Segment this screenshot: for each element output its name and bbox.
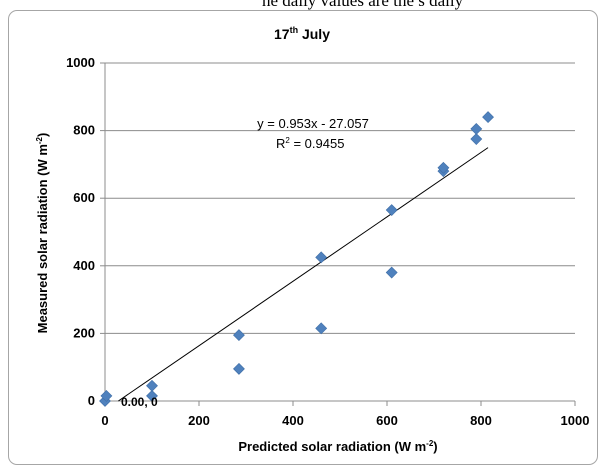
trendline-layer <box>118 147 489 402</box>
data-point-3 <box>146 379 158 392</box>
y-axis-title-end: ) <box>35 133 50 137</box>
data-point-4 <box>233 362 245 375</box>
data-point-9 <box>385 204 398 216</box>
x-axis-title-text: Predicted solar radiation (W m <box>238 439 426 454</box>
chart-title-superscript: th <box>290 25 299 35</box>
caption-fragment: he daily values are the s daily <box>0 0 603 10</box>
data-point-8 <box>385 266 398 279</box>
r-squared-letter: R <box>276 136 285 151</box>
data-point-7 <box>315 251 328 264</box>
x-axis-title-end: ) <box>433 439 437 454</box>
tick-labels: 0 200 400 600 800 1000 0 200 400 600 800 1000 <box>66 55 589 428</box>
y-axis-title-superscript: -2 <box>35 136 44 144</box>
y-tick-label-0: 0 <box>88 393 95 408</box>
axes <box>100 62 576 406</box>
x-axis-title: Predicted solar radiation (W m-2) <box>238 439 437 454</box>
data-point-5 <box>233 329 245 342</box>
data-point-14 <box>482 111 494 124</box>
gridlines <box>105 62 575 334</box>
data-point-13 <box>470 122 483 135</box>
y-tick-label-400: 400 <box>73 258 95 273</box>
data-point-11 <box>437 161 450 174</box>
data-point-1 <box>100 390 113 402</box>
trendline-equation: y = 0.953x - 27.057 <box>257 116 369 131</box>
r-squared-value: = 0.9455 <box>290 136 345 151</box>
trendline <box>118 147 489 402</box>
x-tick-label-800: 800 <box>470 413 492 428</box>
chart-title-month: July <box>298 26 330 42</box>
r-squared-superscript: 2 <box>285 136 290 145</box>
y-tick-label-800: 800 <box>73 123 95 138</box>
y-tick-label-1000: 1000 <box>66 55 95 70</box>
x-tick-label-400: 400 <box>282 413 304 428</box>
x-tick-label-1000: 1000 <box>561 413 590 428</box>
chart-frame <box>8 10 598 465</box>
x-tick-label-0: 0 <box>101 413 108 428</box>
caption-text: he daily values are the s daily <box>262 0 464 10</box>
data-points <box>99 111 494 407</box>
data-point-2 <box>146 390 158 402</box>
chart-title: 17th July <box>274 25 330 42</box>
x-tick-label-600: 600 <box>376 413 398 428</box>
y-tick-label-600: 600 <box>73 190 95 205</box>
point-label: 0.00, 0 <box>121 395 158 409</box>
y-axis-title-text: Measured solar radiation (W m <box>35 144 50 333</box>
y-axis-title: Measured solar radiation (W m-2) <box>35 133 50 334</box>
x-axis-title-superscript: -2 <box>426 439 434 448</box>
data-point-12 <box>470 133 483 145</box>
chart-title-number: 17 <box>274 26 290 42</box>
x-tick-label-200: 200 <box>188 413 210 428</box>
r-squared-label: R2 = 0.9455 <box>276 136 344 151</box>
data-point-6 <box>315 322 328 335</box>
y-tick-label-200: 200 <box>73 325 95 340</box>
